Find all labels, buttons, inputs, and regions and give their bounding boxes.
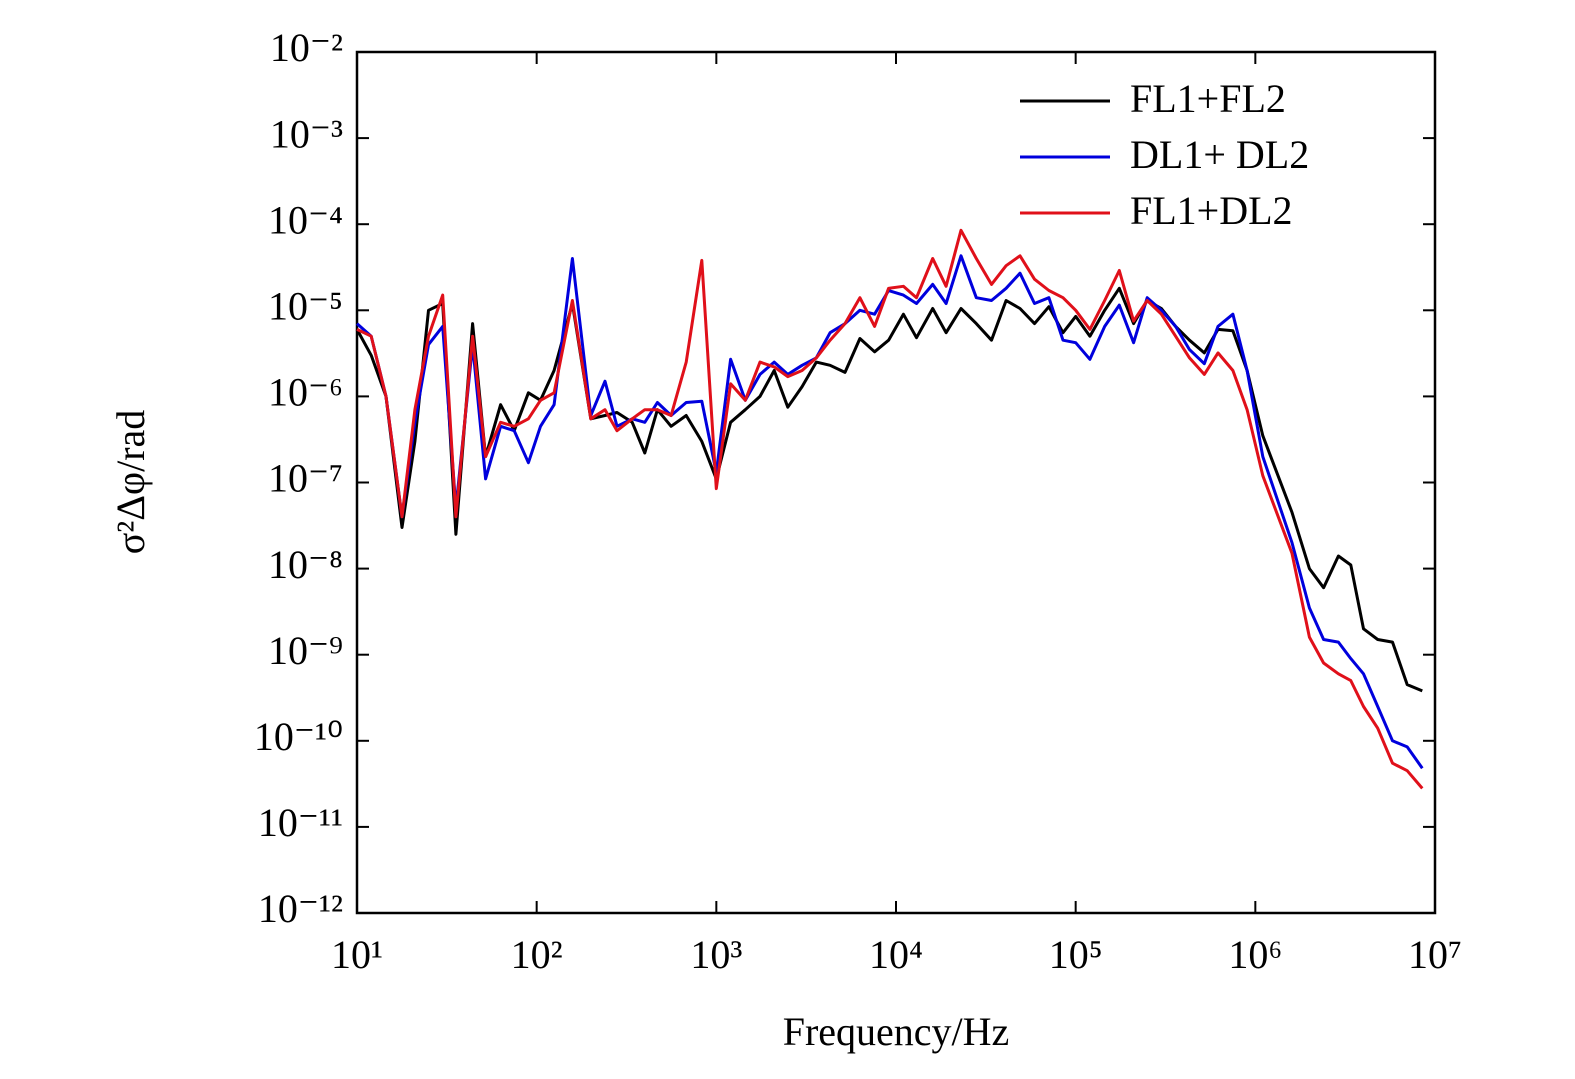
x-tick-label: 10³ xyxy=(690,932,742,977)
series-line xyxy=(355,286,1423,693)
legend-label: FL1+DL2 xyxy=(1130,188,1293,233)
y-tick-label: 10⁻⁷ xyxy=(268,456,343,501)
y-tick-label: 10⁻⁵ xyxy=(268,283,343,328)
y-tick-label: 10⁻¹¹ xyxy=(258,800,343,845)
series-line xyxy=(356,254,1424,770)
y-tick-label: 10⁻⁹ xyxy=(268,628,343,673)
y-tick-label: 10⁻¹⁰ xyxy=(254,714,343,759)
y-tick-label: 10⁻⁸ xyxy=(268,542,343,587)
x-tick-label: 10⁵ xyxy=(1049,932,1103,977)
y-axis-label: σ²Δφ/rad xyxy=(108,410,153,555)
y-tick-label: 10⁻³ xyxy=(270,111,343,156)
x-tick-label: 10¹ xyxy=(331,932,383,977)
x-axis-label: Frequency/Hz xyxy=(783,1009,1010,1054)
legend-label: FL1+FL2 xyxy=(1130,76,1286,121)
y-tick-label: 10⁻⁶ xyxy=(268,370,343,415)
legend-label: DL1+ DL2 xyxy=(1130,132,1309,177)
plot-frame xyxy=(355,50,1437,915)
y-tick-label: 10⁻¹² xyxy=(258,886,343,931)
x-tick-label: 10⁶ xyxy=(1228,932,1282,977)
y-tick-label: 10⁻⁴ xyxy=(268,197,343,242)
x-tick-label: 10⁴ xyxy=(869,932,923,977)
x-tick-label: 10² xyxy=(511,932,563,977)
x-tick-label: 10⁷ xyxy=(1408,932,1462,977)
y-tick-label: 10⁻² xyxy=(270,25,343,70)
series-line xyxy=(356,228,1424,790)
